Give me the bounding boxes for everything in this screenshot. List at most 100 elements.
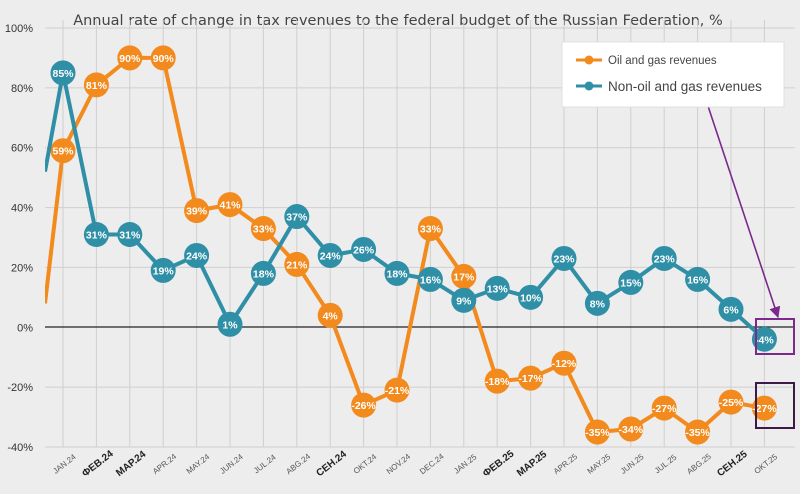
x-tick-label: JAN.25: [452, 452, 479, 476]
oil-gas-data-label: 41%: [219, 200, 241, 212]
oil-gas-point: [351, 392, 377, 418]
non-oil-gas-data-label: 31%: [86, 230, 108, 242]
non-oil-gas-point: [518, 284, 544, 310]
non-oil-gas-point: [618, 269, 644, 295]
legend-non-oil-label: Non-oil and gas revenues: [608, 79, 762, 94]
oil-gas-point: [217, 192, 243, 218]
x-tick-label: DEC.24: [418, 452, 446, 477]
non-oil-gas-data-label: 18%: [386, 268, 408, 280]
oil-gas-point: [250, 216, 276, 242]
non-oil-gas-point: [150, 257, 176, 283]
non-oil-gas-series-line: [45, 70, 766, 341]
non-oil-gas-data-label: 9%: [456, 295, 472, 307]
x-tick-label: JUL.24: [252, 452, 278, 475]
oil-gas-data-label: -27%: [752, 403, 777, 415]
x-tick-label: ABG.24: [284, 452, 312, 477]
annotation-arrow: [706, 102, 781, 319]
oil-gas-data-label: 21%: [286, 259, 308, 271]
x-tick-label: ABG.25: [685, 452, 713, 477]
oil-gas-data-label: -21%: [385, 385, 410, 397]
oil-gas-point: [417, 216, 443, 242]
x-tick-label: ФЕВ.24: [80, 448, 116, 479]
non-oil-gas-point: [117, 222, 143, 248]
x-tick-label: СЕН.25: [715, 449, 750, 479]
non-oil-gas-point: [451, 287, 477, 313]
oil-gas-data-label: 33%: [253, 224, 275, 236]
non-oil-gas-data-label: 10%: [520, 292, 542, 304]
non-oil-gas-data-label: 19%: [153, 265, 175, 277]
oil-gas-data-label: 81%: [86, 80, 108, 92]
non-oil-gas-data-label: 26%: [353, 244, 375, 256]
y-tick-label: 40%: [11, 203, 33, 215]
oil-gas-data-label: 39%: [186, 206, 208, 218]
x-tick-label: OKT.24: [352, 452, 379, 476]
y-tick-label: 80%: [11, 83, 33, 95]
oil-gas-point: [651, 395, 677, 421]
legend-oil-marker: [584, 55, 594, 65]
non-oil-gas-point: [50, 60, 76, 86]
x-tick-label: OKT.25: [753, 452, 780, 476]
non-oil-gas-point: [250, 260, 276, 286]
oil-gas-point: [584, 419, 610, 445]
non-oil-gas-data-label: 18%: [253, 268, 275, 280]
x-tick-label: JAN.24: [51, 452, 78, 476]
legend: Oil and gas revenues Non-oil and gas rev…: [561, 41, 785, 108]
legend-non-oil-marker: [584, 81, 594, 91]
non-oil-gas-point: [184, 242, 210, 268]
x-tick-label: МАР.25: [515, 449, 549, 479]
x-tick-label: MAY.25: [586, 452, 613, 476]
oil-gas-point: [384, 377, 410, 403]
oil-gas-point: [718, 389, 744, 415]
oil-gas-point: [117, 45, 143, 71]
oil-gas-point: [50, 138, 76, 164]
highlight-box-non-oil: [755, 318, 795, 355]
non-oil-gas-point: [417, 266, 443, 292]
non-oil-gas-data-label: 16%: [687, 274, 709, 286]
oil-gas-point: [150, 45, 176, 71]
x-tick-label: JUN.24: [218, 452, 245, 476]
y-tick-label: -20%: [7, 382, 33, 394]
non-oil-gas-data-label: 24%: [186, 250, 208, 262]
oil-gas-point: [518, 365, 544, 391]
non-oil-gas-data-label: -4%: [755, 334, 774, 346]
non-oil-gas-point: [651, 245, 677, 271]
oil-gas-data-label: 4%: [323, 310, 339, 322]
x-tick-label: МАР.24: [114, 449, 148, 479]
non-oil-gas-point: [351, 236, 377, 262]
oil-gas-data-label: 90%: [119, 53, 141, 65]
oil-gas-data-label: 17%: [453, 271, 475, 283]
non-oil-gas-point: [685, 266, 711, 292]
non-oil-gas-point: [384, 260, 410, 286]
non-oil-gas-point: [584, 290, 610, 316]
oil-gas-point: [618, 416, 644, 442]
oil-gas-data-label: -34%: [619, 424, 644, 436]
series: 59% 81% 90% 90% 39% 41% 33% 21% 4% -26% -21% 33% 17%…: [45, 45, 777, 445]
non-oil-gas-data-label: 31%: [119, 230, 141, 242]
x-tick-label: NOV.24: [385, 452, 413, 476]
oil-gas-point: [551, 350, 577, 376]
oil-gas-data-label: 33%: [420, 224, 442, 236]
oil-gas-point: [484, 368, 510, 394]
chart-title: Annual rate of change in tax revenues to…: [73, 13, 723, 29]
oil-gas-point: [184, 198, 210, 224]
y-tick-label: 100%: [5, 23, 33, 35]
x-tick-label: JUL.25: [653, 452, 679, 475]
y-tick-label: -40%: [7, 442, 33, 454]
oil-gas-data-label: 59%: [52, 146, 74, 158]
non-oil-gas-data-label: 23%: [654, 253, 676, 265]
oil-gas-data-label: -35%: [585, 427, 610, 439]
non-oil-gas-data-label: 13%: [487, 283, 509, 295]
non-oil-gas-data-label: 16%: [420, 274, 442, 286]
x-tick-label: APR.24: [151, 452, 179, 476]
y-tick-label: 20%: [11, 262, 33, 274]
non-oil-gas-point: [751, 326, 777, 352]
x-tick-label: JUN.25: [619, 452, 646, 476]
oil-gas-data-label: -25%: [719, 397, 744, 409]
non-oil-gas-point: [217, 311, 243, 337]
oil-gas-series-line: [45, 55, 765, 434]
highlight-box-oil: [755, 382, 795, 429]
oil-gas-data-label: -26%: [351, 400, 376, 412]
oil-gas-point: [751, 395, 777, 421]
